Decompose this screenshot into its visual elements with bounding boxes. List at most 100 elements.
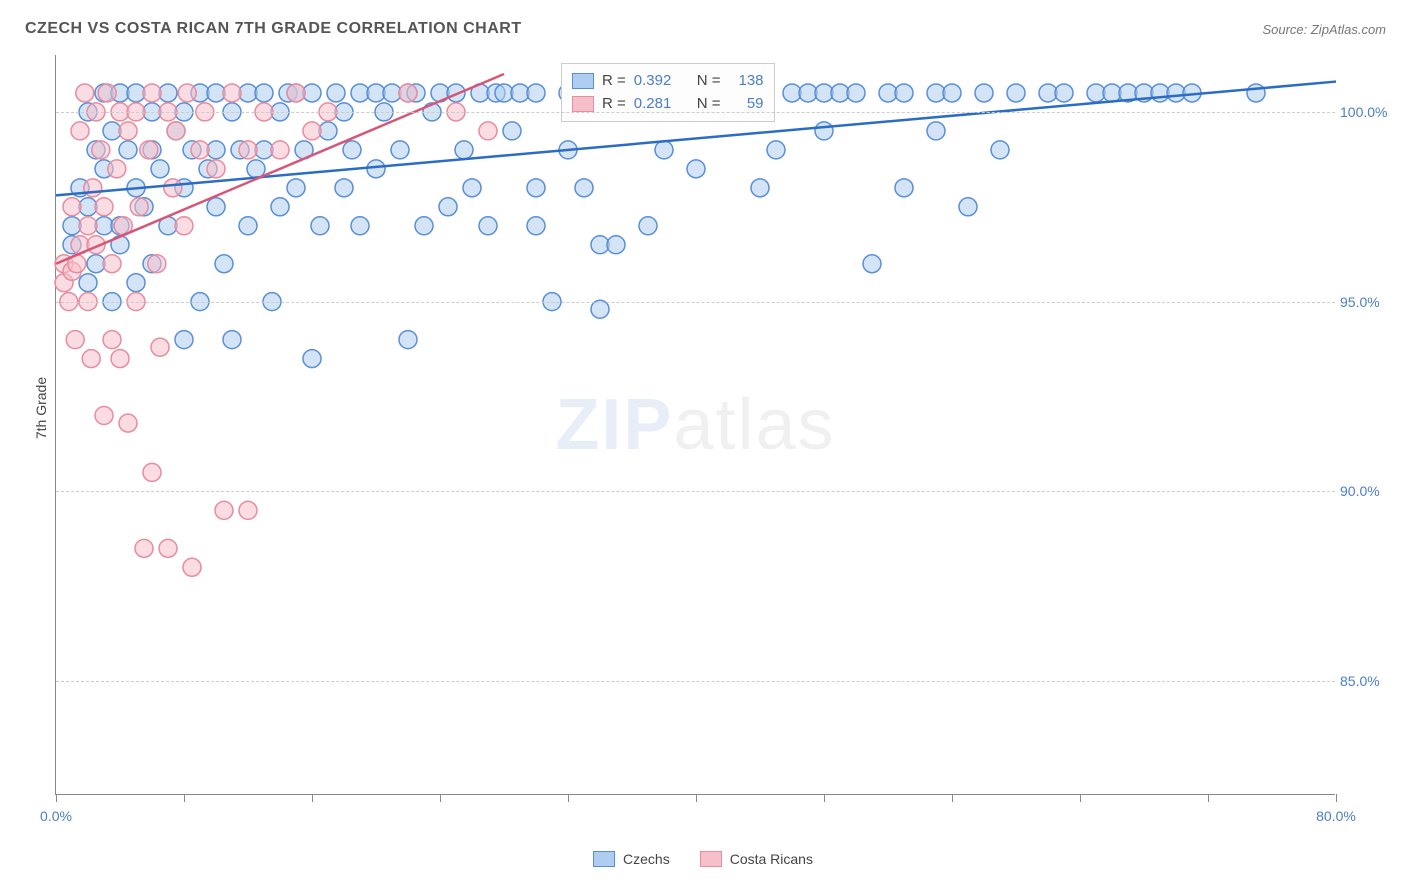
scatter-point [399,84,417,102]
scatter-point [1247,84,1265,102]
x-tick [696,794,697,802]
scatter-point [527,179,545,197]
scatter-point [351,217,369,235]
scatter-point [327,84,345,102]
scatter-point [895,84,913,102]
scatter-point [399,331,417,349]
y-tick-label: 100.0% [1340,104,1400,120]
x-tick-label: 0.0% [40,808,72,824]
scatter-point [895,179,913,197]
scatter-point [108,160,126,178]
y-axis-label: 7th Grade [33,377,49,439]
scatter-point [79,274,97,292]
x-tick [568,794,569,802]
scatter-point [98,84,116,102]
scatter-point [143,463,161,481]
x-tick [1208,794,1209,802]
scatter-point [391,141,409,159]
source-credit: Source: ZipAtlas.com [1262,22,1386,37]
scatter-point [223,331,241,349]
x-tick [56,794,57,802]
scatter-point [255,84,273,102]
chart-container: CZECH VS COSTA RICAN 7TH GRADE CORRELATI… [0,0,1406,892]
legend-swatch [700,851,722,867]
legend-row: R =0.392N =138 [572,70,764,93]
scatter-point [479,217,497,235]
scatter-point [71,122,89,140]
scatter-point [303,122,321,140]
scatter-point [191,141,209,159]
x-tick [440,794,441,802]
scatter-point [655,141,673,159]
scatter-point [455,141,473,159]
x-tick [184,794,185,802]
scatter-point [175,217,193,235]
legend-r-value: 0.392 [634,70,689,93]
scatter-point [367,160,385,178]
scatter-point [159,539,177,557]
scatter-point [751,179,769,197]
legend-item: Czechs [593,851,670,867]
legend-swatch [572,73,594,89]
scatter-svg [56,55,1335,794]
gridline-h [56,681,1335,682]
scatter-point [215,501,233,519]
scatter-point [135,539,153,557]
legend-n-value: 138 [729,70,764,93]
scatter-point [79,217,97,235]
scatter-point [119,414,137,432]
legend-series-name: Czechs [623,851,670,867]
scatter-point [223,84,241,102]
scatter-point [63,198,81,216]
scatter-point [175,331,193,349]
scatter-point [439,198,457,216]
scatter-point [335,179,353,197]
scatter-point [767,141,785,159]
scatter-point [271,198,289,216]
scatter-point [151,160,169,178]
scatter-point [140,141,158,159]
scatter-point [178,84,196,102]
scatter-point [143,84,161,102]
scatter-point [148,255,166,273]
plot-area: ZIPatlas R =0.392N =138R =0.281N =59 85.… [55,55,1335,795]
chart-title: CZECH VS COSTA RICAN 7TH GRADE CORRELATI… [25,20,522,38]
scatter-point [130,198,148,216]
gridline-h [56,491,1335,492]
scatter-point [287,84,305,102]
scatter-point [959,198,977,216]
legend-swatch [572,96,594,112]
scatter-point [463,179,481,197]
scatter-point [527,217,545,235]
scatter-point [415,217,433,235]
legend-item: Costa Ricans [700,851,813,867]
gridline-h [56,112,1335,113]
legend-r-label: R = [602,70,626,93]
scatter-point [239,141,257,159]
scatter-point [639,217,657,235]
x-tick [1336,794,1337,802]
y-tick-label: 95.0% [1340,294,1400,310]
scatter-point [303,350,321,368]
scatter-point [119,122,137,140]
scatter-point [815,122,833,140]
scatter-point [503,122,521,140]
series-legend: Czechs Costa Ricans [593,851,813,867]
scatter-point [1055,84,1073,102]
scatter-point [207,198,225,216]
y-tick-label: 85.0% [1340,673,1400,689]
scatter-point [119,141,137,159]
scatter-point [527,84,545,102]
scatter-point [111,350,129,368]
scatter-point [343,141,361,159]
scatter-point [575,179,593,197]
correlation-legend: R =0.392N =138R =0.281N =59 [561,63,775,122]
scatter-point [207,160,225,178]
scatter-point [103,255,121,273]
scatter-point [151,338,169,356]
y-tick-label: 90.0% [1340,483,1400,499]
scatter-point [927,122,945,140]
scatter-point [239,501,257,519]
x-tick [824,794,825,802]
x-tick [1080,794,1081,802]
